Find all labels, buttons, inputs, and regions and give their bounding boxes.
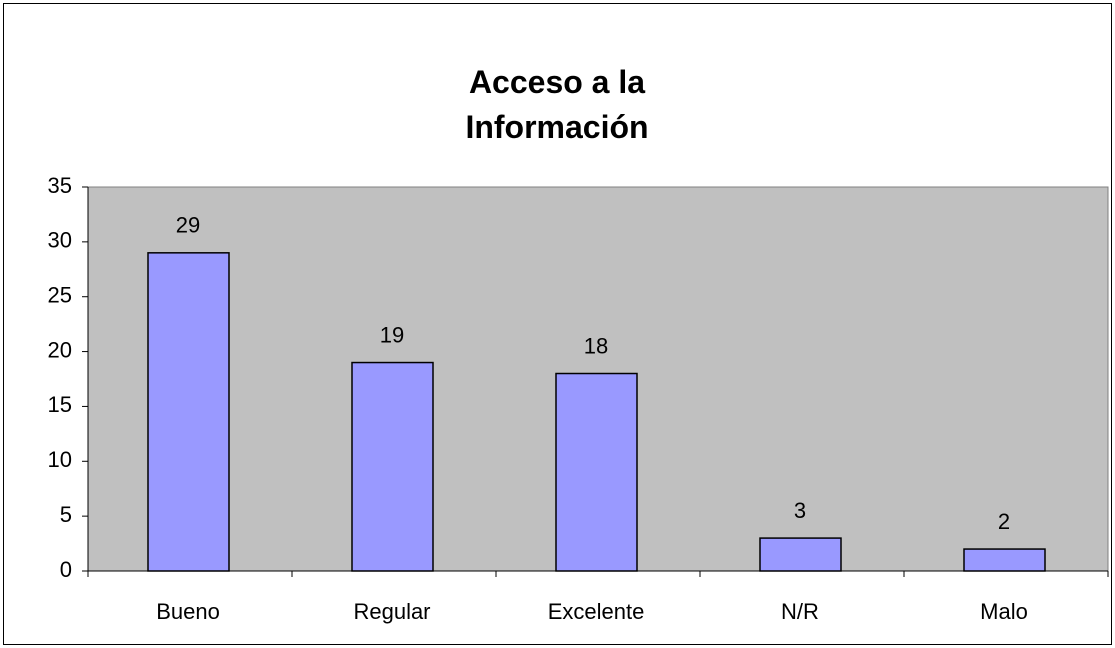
y-tick-label: 30: [48, 228, 72, 253]
bar: [555, 372, 638, 572]
chart-title: Acceso a la Información: [465, 64, 649, 145]
bar: [963, 548, 1046, 572]
data-label: 19: [380, 322, 404, 347]
bar: [759, 537, 842, 572]
y-tick-label: 10: [48, 447, 72, 472]
data-label: 18: [584, 333, 608, 358]
data-label: 2: [998, 509, 1010, 534]
bar: [147, 252, 230, 572]
x-tick-label: Malo: [980, 599, 1028, 624]
y-tick-label: 35: [48, 173, 72, 198]
y-tick-label: 15: [48, 392, 72, 417]
x-tick-label: N/R: [781, 599, 819, 624]
x-tick-label: Regular: [353, 599, 430, 624]
x-tick-label: Excelente: [548, 599, 645, 624]
x-tick-label: Bueno: [156, 599, 220, 624]
y-tick-label: 0: [60, 557, 72, 582]
data-label: 29: [176, 213, 200, 238]
y-tick-label: 25: [48, 283, 72, 308]
y-tick-label: 5: [60, 502, 72, 527]
bar: [351, 361, 434, 572]
data-label: 3: [794, 498, 806, 523]
y-tick-label: 20: [48, 337, 72, 362]
